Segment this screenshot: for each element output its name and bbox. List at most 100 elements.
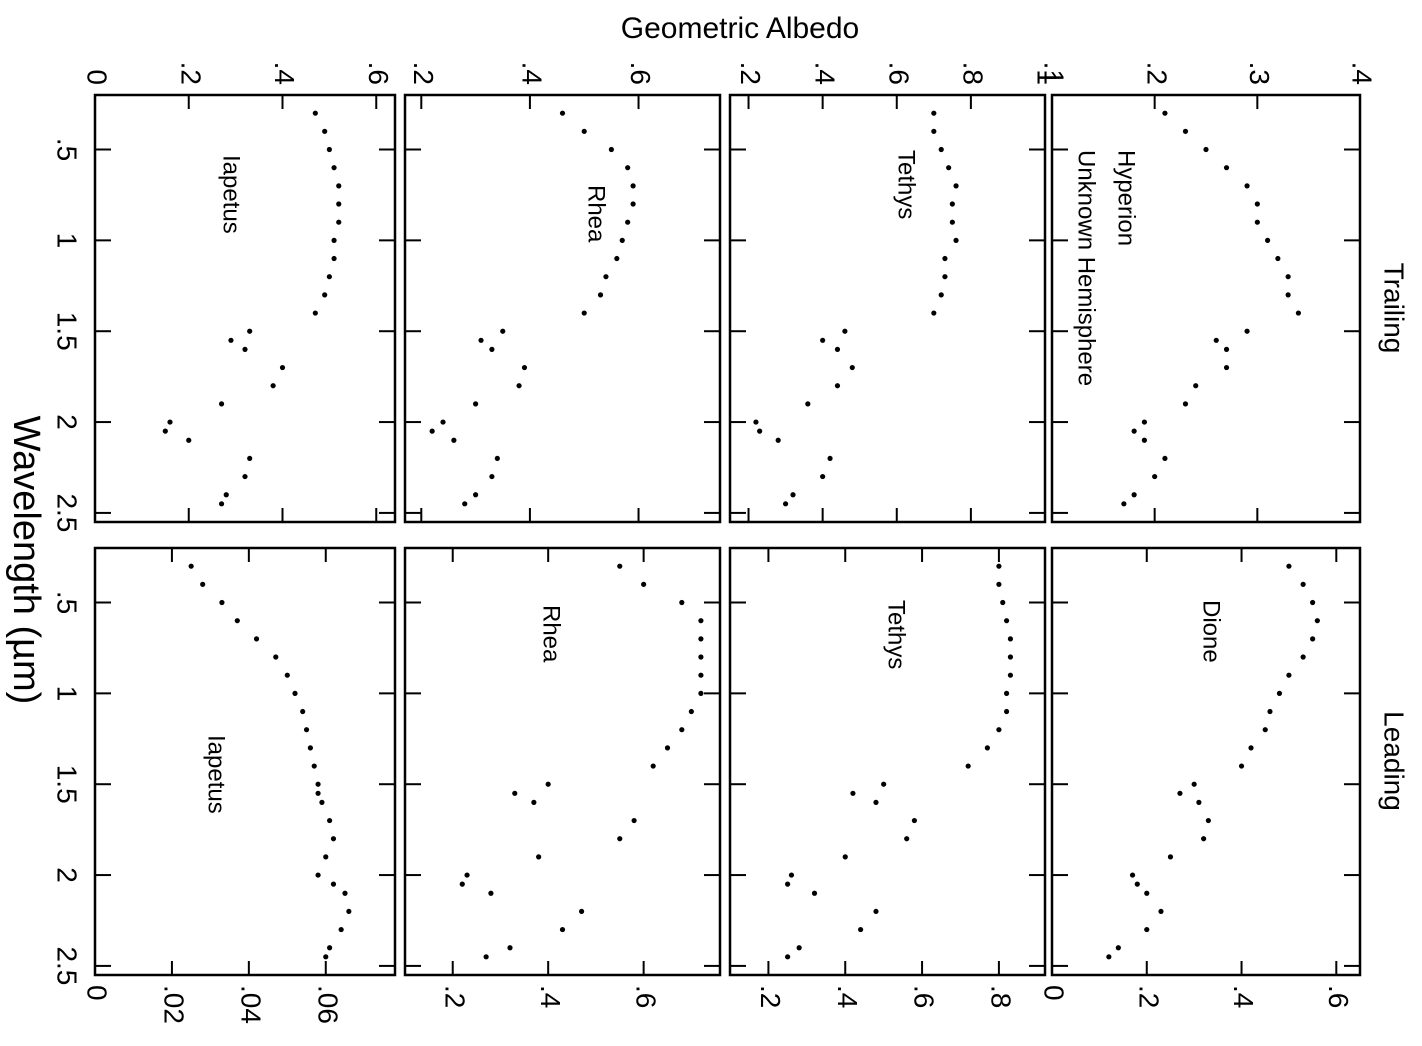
data-point: [488, 890, 494, 896]
y-tick-label: .02: [159, 985, 190, 1024]
data-point: [938, 292, 944, 298]
data-point: [303, 727, 310, 733]
data-point: [1115, 945, 1121, 951]
data-point: [881, 781, 887, 787]
data-point: [698, 636, 704, 642]
data-point: [849, 364, 855, 371]
data-point: [323, 854, 329, 860]
data-point: [630, 183, 636, 189]
y-tick-label: .4: [269, 62, 300, 85]
data-point: [512, 790, 518, 796]
data-point: [1158, 908, 1164, 915]
data-point: [336, 201, 342, 207]
data-point: [536, 854, 542, 860]
data-point: [242, 346, 248, 352]
data-point: [331, 255, 337, 262]
y-tick-label: .1: [1039, 62, 1070, 85]
data-point: [1295, 310, 1301, 316]
data-point: [228, 337, 234, 343]
data-point: [931, 128, 937, 134]
x-tick-label: .5: [52, 138, 83, 161]
data-point: [331, 165, 337, 171]
data-point: [234, 618, 240, 624]
x-tick-label: 2.5: [52, 946, 83, 985]
data-point: [873, 799, 879, 805]
data-point: [1244, 328, 1250, 334]
data-point: [270, 383, 276, 389]
data-point: [489, 346, 495, 352]
data-point: [326, 146, 332, 153]
data-point: [953, 183, 959, 189]
data-point: [489, 473, 495, 480]
data-point: [858, 926, 864, 933]
y-tick-label: .2: [408, 62, 439, 85]
panel-frame: [728, 546, 1047, 977]
data-point: [315, 790, 321, 796]
data-point: [1182, 128, 1189, 134]
y-tick-label: .8: [986, 985, 1017, 1008]
y-tick-label: .2: [755, 985, 786, 1008]
data-point: [1182, 401, 1189, 407]
data-point: [1193, 383, 1199, 389]
data-point: [200, 581, 206, 587]
data-point: [953, 237, 959, 243]
data-point: [483, 954, 489, 960]
data-point: [473, 492, 479, 498]
data-point: [946, 165, 952, 171]
data-point: [322, 292, 328, 298]
y-tick-label: .4: [1228, 985, 1259, 1008]
data-point: [478, 337, 484, 343]
data-point: [1191, 781, 1197, 787]
panel-label: Rhea: [583, 185, 610, 243]
x-tick-label: .5: [52, 591, 83, 614]
y-tick-label: .6: [630, 985, 661, 1008]
data-point: [842, 328, 848, 334]
data-point: [1223, 165, 1230, 171]
x-tick-label: 1: [52, 686, 83, 702]
y-tick-label: .2: [439, 985, 470, 1008]
data-point: [1003, 708, 1010, 715]
data-point: [1244, 183, 1250, 189]
data-point: [242, 473, 248, 480]
panel-frame: [403, 546, 722, 977]
data-point: [698, 690, 704, 696]
panel-frame: [403, 93, 722, 524]
data-point: [247, 328, 253, 334]
data-point: [1262, 727, 1268, 733]
data-point: [630, 201, 636, 207]
data-point: [1254, 219, 1260, 225]
data-point: [218, 401, 225, 407]
panel-label: Iapetus: [218, 155, 245, 234]
data-point: [1276, 690, 1283, 696]
data-point: [581, 310, 587, 316]
data-point: [338, 926, 344, 933]
data-point: [219, 599, 225, 606]
data-point: [292, 690, 298, 696]
data-point: [559, 110, 566, 116]
data-point: [1223, 346, 1230, 352]
data-point: [904, 836, 910, 842]
data-point: [608, 146, 614, 153]
data-point: [625, 165, 631, 171]
data-point: [1106, 954, 1112, 960]
data-point: [545, 781, 551, 787]
y-tick-label: .04: [235, 985, 266, 1024]
data-point: [688, 708, 694, 715]
data-point: [279, 364, 286, 371]
x-axis-label: Wavelength (µm): [5, 416, 47, 705]
column-title: Leading: [1379, 711, 1410, 811]
data-point: [1007, 654, 1014, 660]
y-tick-label: .2: [735, 62, 766, 85]
data-point: [440, 419, 446, 425]
data-point: [664, 745, 671, 751]
data-point: [429, 428, 435, 434]
y-tick-label: .6: [625, 62, 656, 85]
data-point: [617, 563, 623, 569]
data-point: [698, 618, 704, 624]
panel-label: Tethys: [883, 600, 910, 669]
data-point: [1134, 881, 1140, 887]
data-point: [949, 219, 955, 225]
data-point: [1167, 854, 1174, 860]
data-point: [1196, 799, 1202, 805]
data-point: [342, 890, 348, 896]
